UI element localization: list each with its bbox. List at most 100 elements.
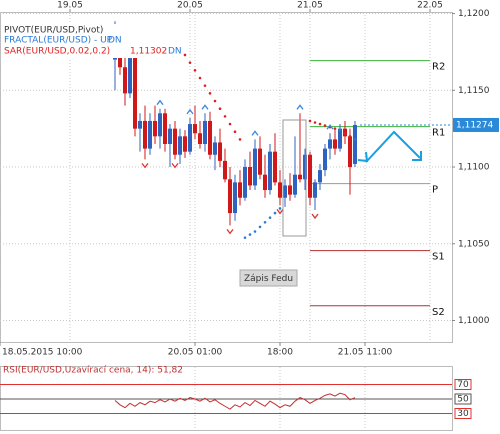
fractal-up (201, 104, 209, 110)
forecast-arrow (357, 130, 422, 163)
candle-body (198, 133, 202, 144)
candle-body (248, 167, 252, 186)
fractal-up (326, 124, 334, 130)
y-tick-label: 1,1100 (458, 163, 490, 173)
candle-body (168, 128, 172, 144)
sar-dot (313, 121, 317, 124)
sar-dot (203, 84, 207, 87)
sar-dot (273, 211, 277, 215)
legend-entry: SAR(EUR/USD,0.02,0.2) (4, 47, 110, 57)
sar-dot (338, 128, 342, 132)
fractal-up (251, 130, 259, 136)
candle-body (323, 148, 327, 171)
legend-entry: DN (108, 36, 122, 46)
last-price-box (453, 117, 499, 132)
sar-dot (318, 122, 322, 126)
candle-body (328, 139, 332, 149)
candle-body (298, 174, 302, 180)
y-tick-label: 1,1050 (458, 239, 490, 249)
pivot-label: S1 (432, 252, 445, 263)
candle-body (183, 136, 187, 152)
fractal-up (156, 99, 164, 106)
sar-dot (278, 207, 282, 210)
candle-body (238, 182, 242, 198)
fractal-up (186, 108, 194, 115)
candle-body (213, 142, 217, 155)
candle-body (208, 120, 212, 155)
plot-frame (0, 12, 453, 343)
fractal-down (276, 209, 284, 215)
candle-body (193, 124, 197, 134)
sar-dot (263, 220, 267, 224)
x-tick-label: 20.05 (177, 1, 203, 11)
x-tick-label: 20.05 01:00 (168, 348, 223, 358)
candle-body (133, 44, 137, 129)
rsi-line (114, 392, 356, 410)
sar-dot (218, 107, 222, 110)
candle-body (348, 136, 352, 168)
legend: PIVOT(EUR/USD,Pivot)FRACTAL(EUR/USD) - U… (4, 26, 182, 57)
level-box (454, 408, 472, 419)
fractal-down (141, 162, 149, 169)
candle-body (313, 182, 317, 198)
sar-dot (308, 119, 312, 123)
last-price-label: 1,11274 (456, 120, 493, 130)
sar-dot (208, 92, 212, 95)
x-tick-label: 21.05 11:00 (338, 348, 393, 358)
fractal-down (311, 213, 319, 220)
candle-body (178, 136, 182, 155)
level-box (454, 379, 472, 390)
y-tick-label: 50 (457, 395, 469, 405)
pivot-label: P (432, 185, 438, 196)
level-box (454, 393, 472, 405)
candle-body (203, 120, 207, 144)
annotation: Zápis Fedu (244, 274, 293, 284)
candle-body (148, 120, 152, 149)
sar-dot (333, 127, 337, 130)
rsi-plot: 70 50 30 RSI(EUR/USD,Uzavírací cena, 14): 5… (0, 366, 472, 419)
candle-body (153, 120, 157, 137)
x-tick-label: 18:00 (267, 348, 293, 358)
y-tick-label: 1,1000 (458, 316, 490, 326)
sar-dot (183, 53, 187, 57)
candle-body (163, 113, 167, 144)
sar-dot (198, 76, 202, 80)
candle-body (253, 148, 257, 186)
sar-dot (248, 233, 252, 236)
sar-dot (353, 138, 357, 141)
sar-dot (233, 130, 237, 134)
sar-dot (323, 124, 327, 127)
rsi-title: RSI(EUR/USD,Uzavírací cena, 14): 51,82 (3, 366, 183, 376)
sar-dot (188, 61, 192, 64)
candle-body (188, 124, 192, 152)
candle-body (143, 120, 147, 149)
pivot-label: R2 (432, 62, 445, 73)
legend-entry: DN (168, 47, 182, 57)
candle-body (318, 170, 322, 183)
fractal-up (296, 104, 304, 110)
candle-body (228, 179, 232, 214)
fractal-down (171, 162, 179, 169)
sar-dot (213, 99, 217, 103)
sar-dot (243, 236, 247, 239)
candle-body (268, 151, 272, 191)
legend-entry: FRACTAL(EUR/USD) - UP (4, 36, 113, 46)
candle-body (138, 120, 142, 129)
candle-body (273, 151, 277, 183)
sar-dot (238, 138, 242, 141)
candle-body (123, 67, 127, 94)
candle-body (293, 174, 297, 195)
pivot-label: R1 (432, 128, 445, 139)
sar-dot (253, 230, 257, 233)
candle-body (223, 160, 227, 180)
y-tick-label: 70 (457, 380, 469, 390)
x-tick-label: 18.05.2015 10:00 (2, 348, 83, 358)
candle-body (338, 128, 342, 149)
annotation-box (239, 269, 298, 287)
x-tick-label: 19.05 (57, 1, 83, 11)
y-tick-label: 30 (457, 409, 469, 419)
candle-body (158, 113, 162, 137)
y-tick-label: 1,1200 (458, 9, 490, 19)
